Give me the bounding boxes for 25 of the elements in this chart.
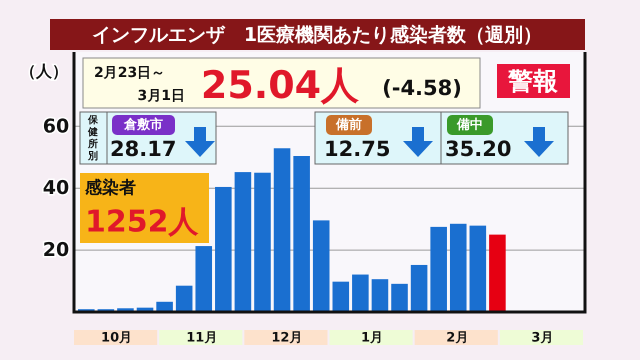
annotation: (-4.58) [382,76,462,100]
annotation: 備中 [456,118,483,132]
annotation: 倉敷市 [123,116,163,132]
annotation: 備前 [335,118,362,132]
annotation: 1252人 [85,204,200,240]
y-tick-label: 20 [42,239,70,262]
y-tick-label: 40 [42,177,70,200]
annotation: 12.75 [324,137,390,161]
chart-title: インフルエンザ 1医療機関あたり感染者数（週別） [92,24,542,46]
text: 3月 [531,330,554,346]
y-axis-title: （人） [20,62,68,80]
annotation: 28.17 [110,137,176,161]
text: 10月 [101,330,132,346]
annotation: 警報 [507,66,558,96]
text: 11月 [186,330,218,346]
annotation: 感染者 [84,178,136,198]
annotation: 保健所別 [87,114,99,162]
text: 12月 [271,330,302,346]
text: 1月 [361,330,384,346]
y-tick-label: 60 [42,115,70,138]
annotation: 3月1日 [138,88,185,104]
annotation: 2月23日～ [94,65,166,81]
annotation: 25.04人 [200,63,360,107]
text: 2月 [446,330,468,346]
annotation: 35.20 [445,137,512,161]
